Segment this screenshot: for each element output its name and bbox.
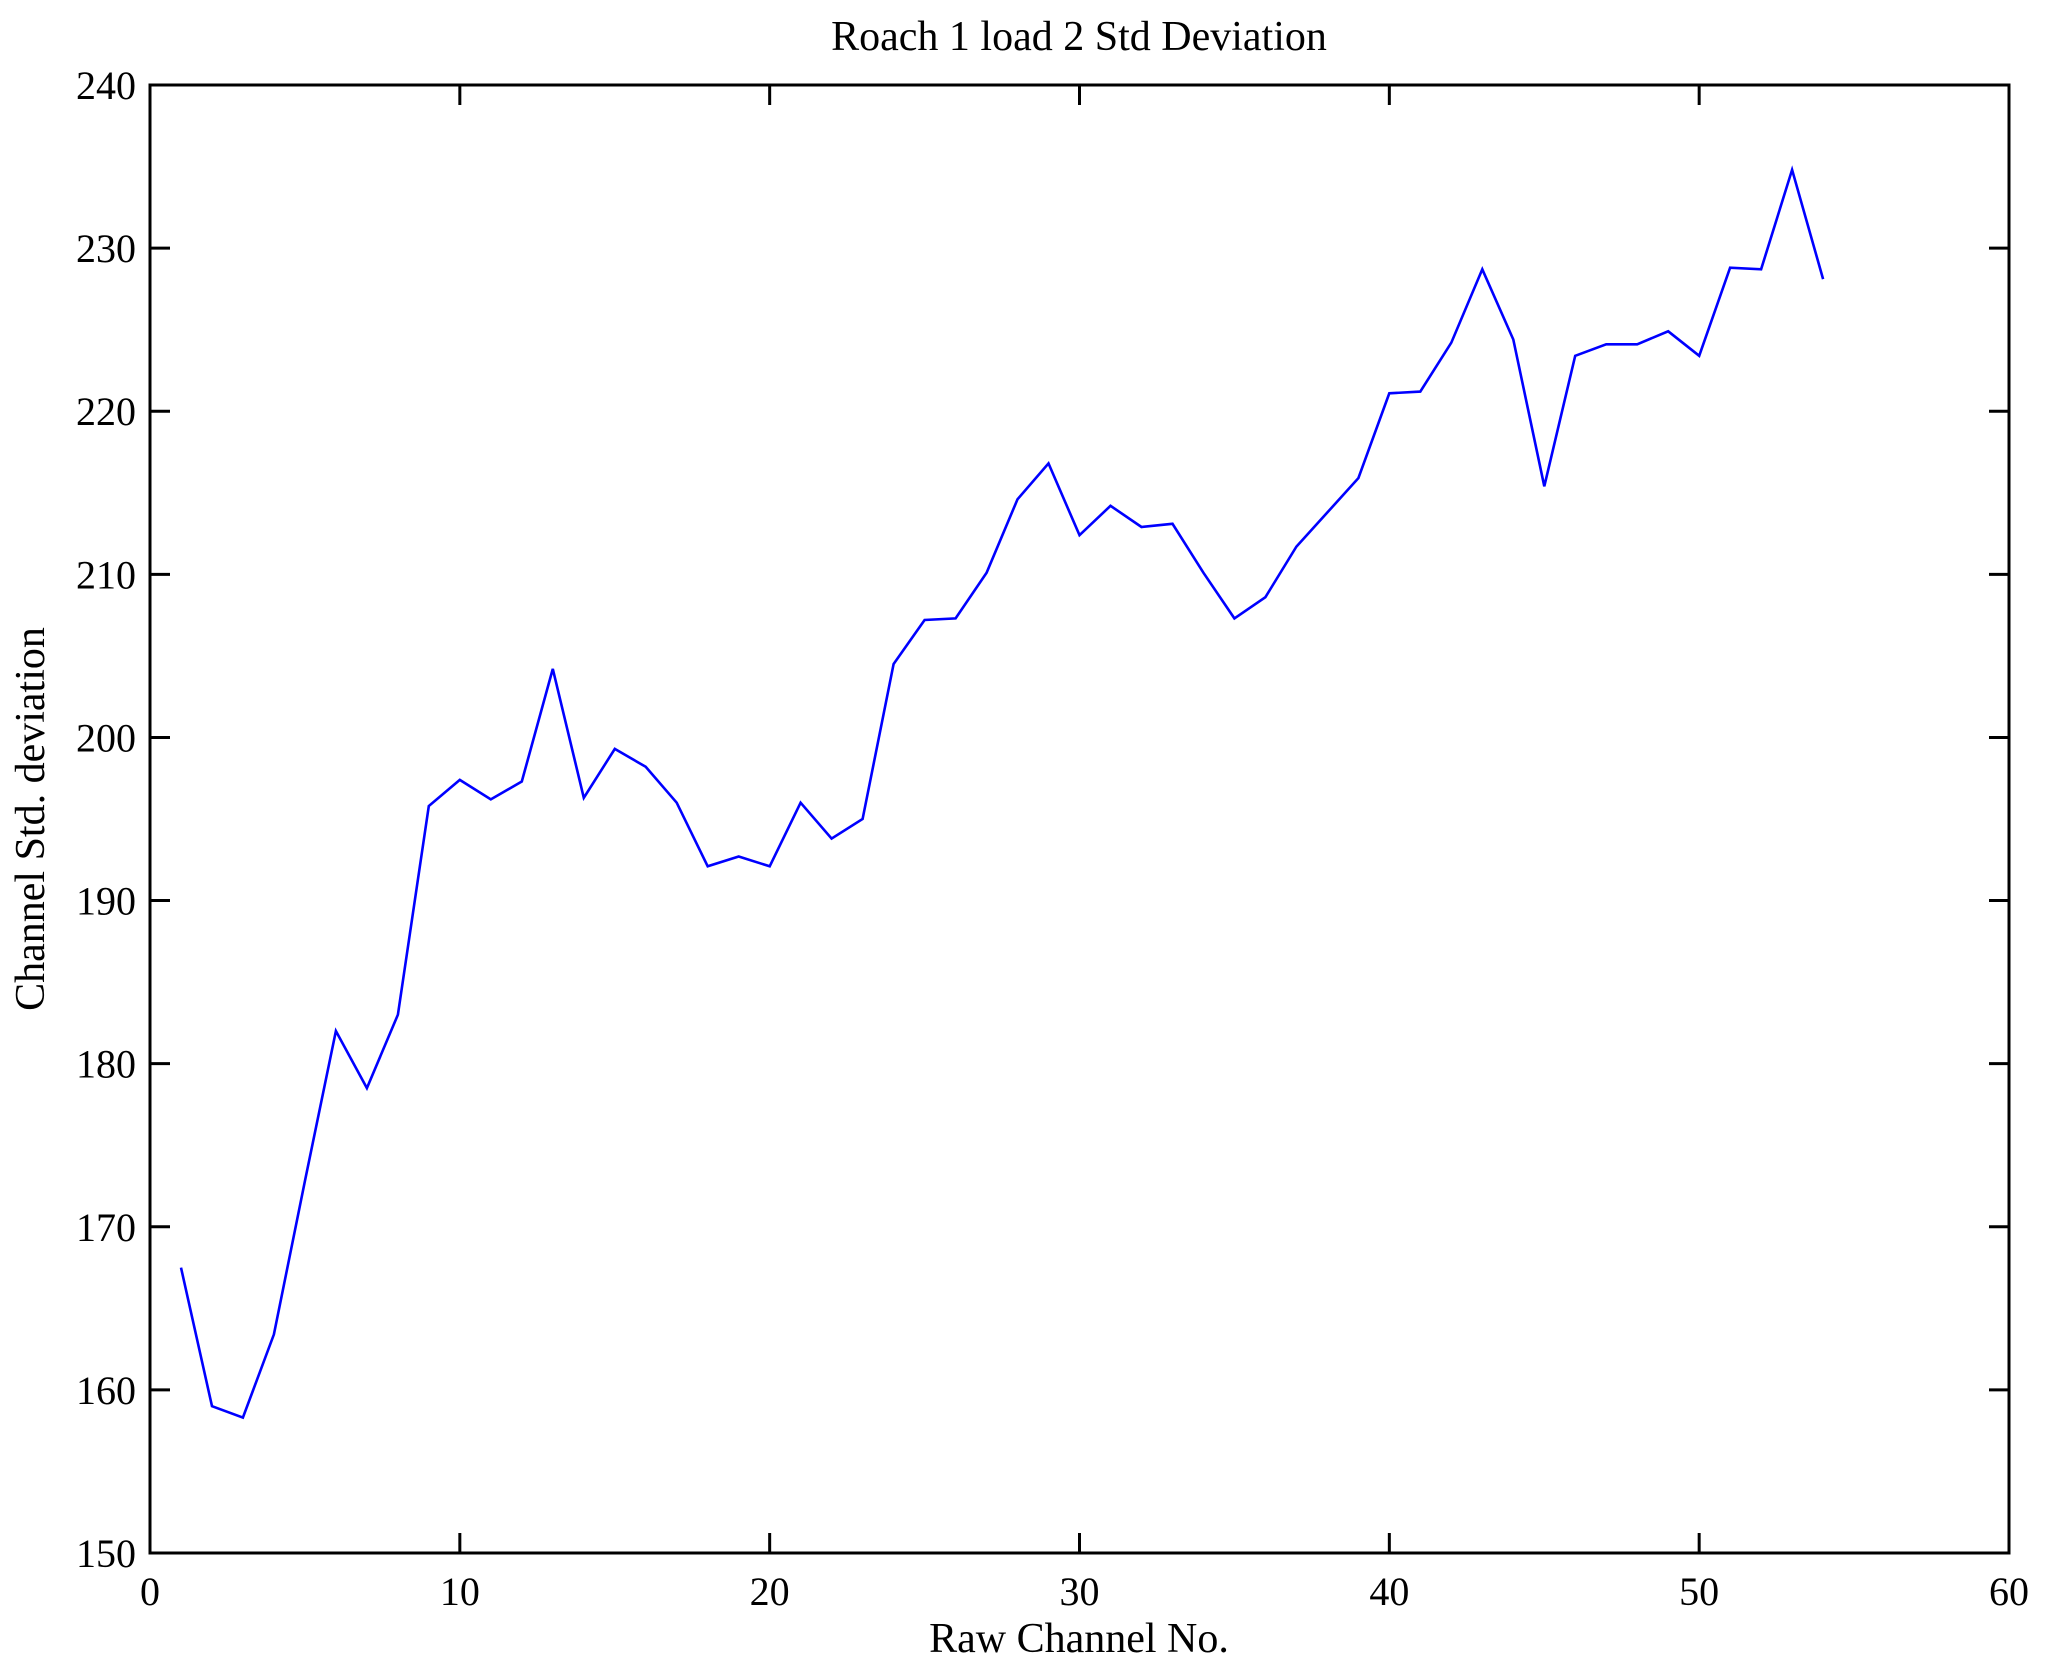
- y-tick-label: 240: [76, 63, 136, 108]
- x-tick-label: 0: [140, 1569, 160, 1614]
- x-tick-label: 50: [1679, 1569, 1719, 1614]
- x-tick-label: 20: [750, 1569, 790, 1614]
- x-tick-label: 60: [1989, 1569, 2029, 1614]
- y-tick-label: 200: [76, 715, 136, 760]
- y-tick-label: 160: [76, 1368, 136, 1413]
- y-axis-label: Channel Std. deviation: [8, 627, 54, 1011]
- axis-ticks: [148, 83, 2011, 1555]
- y-tick-label: 150: [76, 1531, 136, 1576]
- y-tick-label: 230: [76, 226, 136, 271]
- y-tick-label: 210: [76, 552, 136, 597]
- y-tick-label: 170: [76, 1205, 136, 1250]
- y-tick-label: 190: [76, 879, 136, 924]
- x-tick-label: 30: [1060, 1569, 1100, 1614]
- y-tick-label: 180: [76, 1042, 136, 1087]
- x-tick-label: 40: [1369, 1569, 1409, 1614]
- plot-area: [148, 83, 2011, 1555]
- data-series-line: [179, 165, 1825, 1420]
- axis-tick-labels: 0 10 20 30 40 50 60 150 160 170 180 190 200 210 220 230…: [76, 63, 2029, 1614]
- y-tick-label: 220: [76, 389, 136, 434]
- x-axis-label: Raw Channel No.: [929, 1616, 1229, 1662]
- chart-title: Roach 1 load 2 Std Deviation: [831, 14, 1327, 60]
- x-tick-label: 10: [440, 1569, 480, 1614]
